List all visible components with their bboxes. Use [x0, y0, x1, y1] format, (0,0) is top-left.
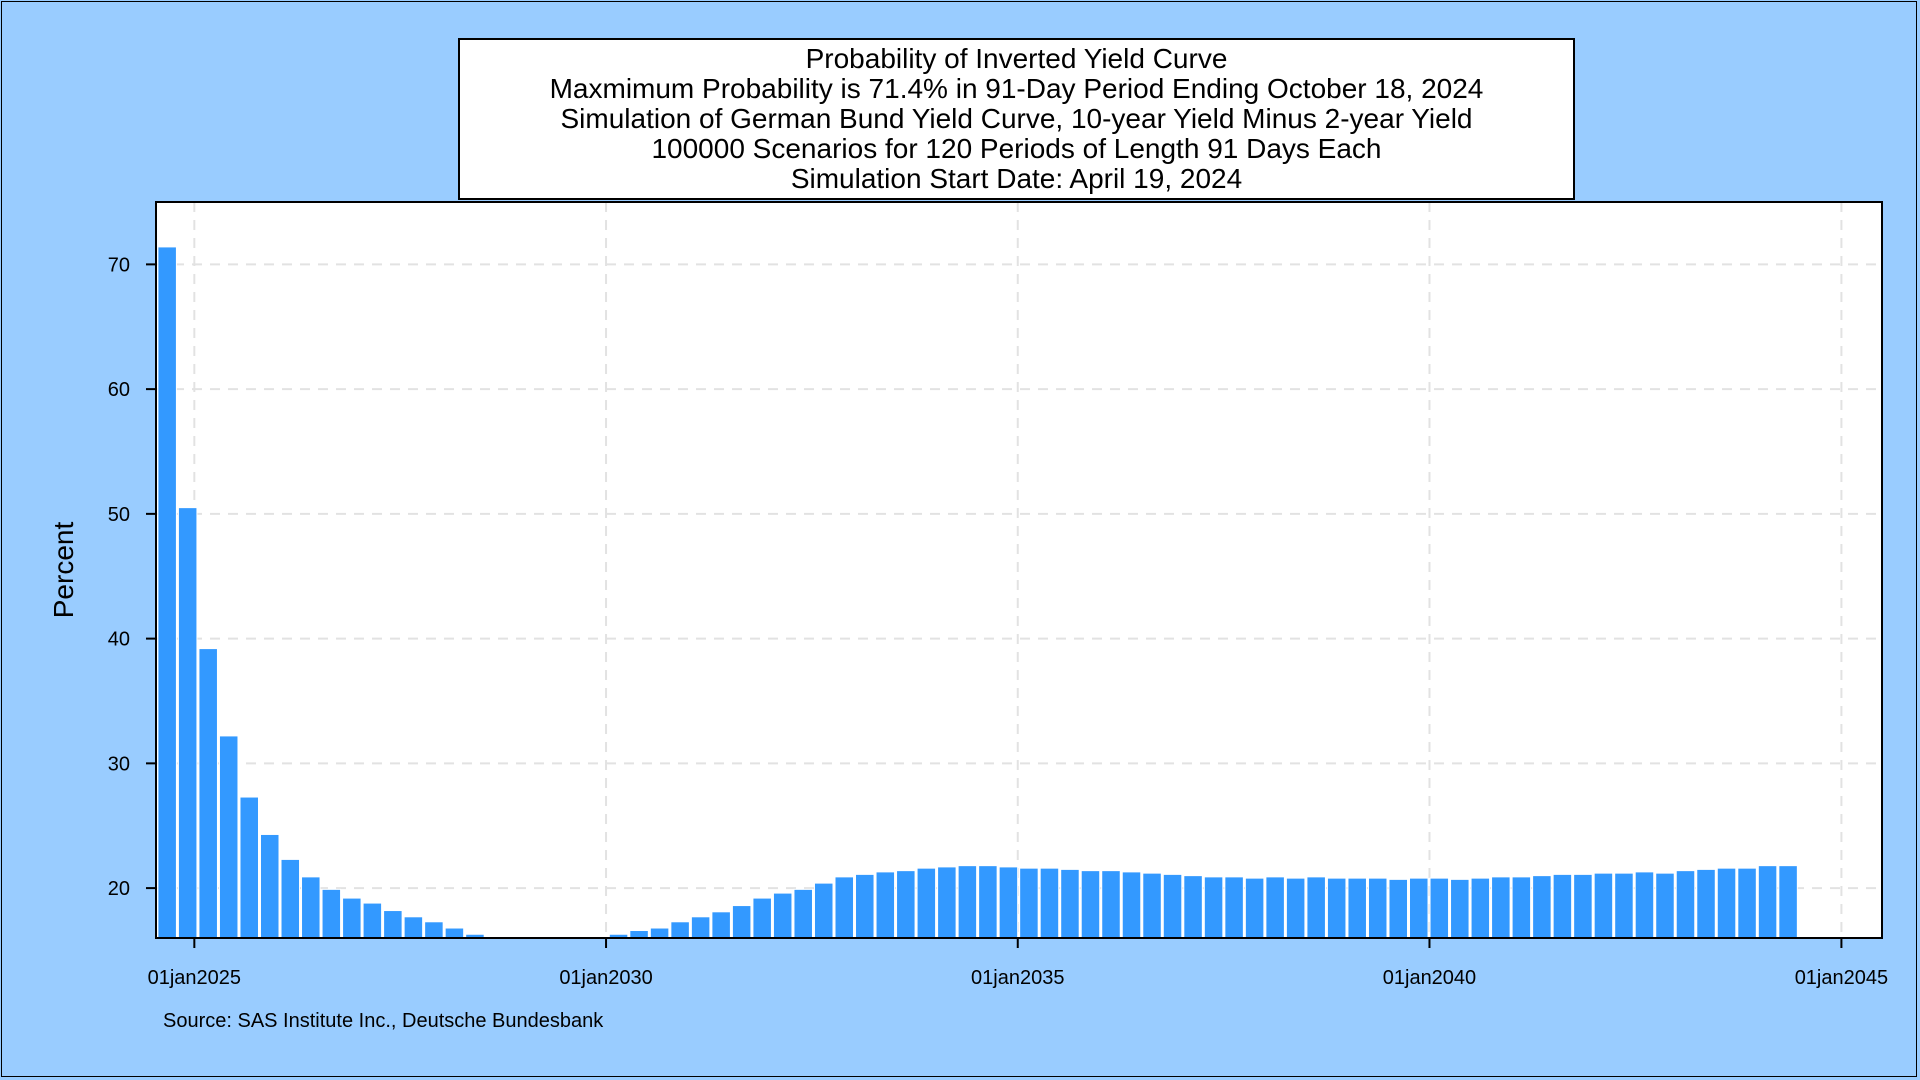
- bar: [1367, 877, 1388, 939]
- bar: [690, 916, 711, 939]
- bar: [1655, 872, 1675, 939]
- bar: [1347, 877, 1367, 939]
- bar: [731, 905, 752, 939]
- bar: [998, 866, 1019, 939]
- bar: [1470, 877, 1491, 939]
- bar: [957, 865, 978, 939]
- bar: [1142, 872, 1162, 939]
- bar: [157, 246, 177, 939]
- y-tick-label: 70: [108, 254, 130, 276]
- bar: [916, 867, 937, 939]
- bar: [670, 921, 690, 939]
- bar: [1634, 871, 1655, 939]
- chart-subtitle-2: Simulation of German Bund Yield Curve, 1…: [560, 103, 1473, 134]
- bar: [259, 833, 280, 939]
- bar: [978, 865, 998, 939]
- bar: [1491, 876, 1511, 939]
- bar: [1162, 873, 1183, 939]
- x-tick-label: 01jan2025: [148, 967, 241, 989]
- bar: [1511, 876, 1532, 939]
- bar: [1593, 872, 1614, 939]
- bar: [239, 796, 259, 939]
- bar: [711, 911, 731, 939]
- y-tick-label: 30: [108, 753, 130, 775]
- bar: [1450, 878, 1470, 939]
- plot-area: [156, 202, 1882, 938]
- bar: [1121, 871, 1142, 939]
- bar: [1224, 876, 1244, 939]
- bar: [1060, 868, 1080, 939]
- title-box: Probability of Inverted Yield Curve Maxm…: [458, 38, 1575, 200]
- bar: [177, 507, 198, 939]
- bar: [834, 876, 855, 939]
- bar: [321, 888, 342, 939]
- chart-subtitle-4: Simulation Start Date: April 19, 2024: [790, 163, 1243, 194]
- bar: [1757, 865, 1778, 939]
- bar: [383, 910, 403, 939]
- x-tick-label: 01jan2030: [559, 967, 652, 989]
- bar: [444, 927, 465, 939]
- bar: [280, 858, 301, 939]
- bar: [1552, 873, 1573, 939]
- bar: [1532, 875, 1552, 939]
- bar: [1326, 877, 1347, 939]
- y-axis-label: Percent: [48, 522, 79, 619]
- x-tick-label: 01jan2045: [1795, 967, 1888, 989]
- bar: [198, 648, 218, 939]
- bar: [649, 927, 670, 939]
- bar: [1409, 877, 1429, 939]
- bar: [937, 866, 957, 939]
- chart-subtitle-1: Maxmimum Probability is 71.4% in 91-Day …: [549, 73, 1484, 104]
- bar: [793, 888, 813, 939]
- chart-subtitle-3: 100000 Scenarios for 120 Periods of Leng…: [651, 133, 1382, 164]
- bar: [1265, 876, 1285, 939]
- plot-border: [155, 201, 1883, 939]
- bar: [403, 916, 424, 939]
- bar: [342, 897, 362, 939]
- bar: [752, 897, 772, 939]
- bar: [301, 876, 321, 939]
- bar: [1696, 868, 1716, 939]
- bar: [1675, 870, 1696, 939]
- bar: [1183, 875, 1203, 939]
- y-tick-label: 60: [108, 379, 130, 401]
- bar: [875, 871, 896, 939]
- bar: [1716, 867, 1737, 939]
- y-tick-label: 20: [108, 878, 130, 900]
- bar: [424, 921, 444, 939]
- bar: [1244, 877, 1265, 939]
- bar: [218, 735, 239, 939]
- bar: [1778, 865, 1798, 939]
- bar: [1737, 867, 1757, 939]
- bar: [1101, 870, 1121, 939]
- bar: [896, 870, 916, 939]
- bar: [1285, 877, 1306, 939]
- y-tick-label: 50: [108, 504, 130, 526]
- x-tick-label: 01jan2035: [971, 967, 1064, 989]
- bar: [772, 892, 793, 939]
- bar: [1306, 876, 1326, 939]
- bar: [1080, 870, 1101, 939]
- bar: [1573, 873, 1593, 939]
- bar: [1614, 872, 1634, 939]
- bar: [362, 902, 383, 939]
- x-tick-label: 01jan2040: [1383, 967, 1476, 989]
- bar: [1429, 877, 1450, 939]
- y-tick-label: 40: [108, 629, 130, 651]
- source-note: Source: SAS Institute Inc., Deutsche Bun…: [163, 1010, 604, 1032]
- bar: [855, 873, 875, 939]
- bar: [629, 930, 649, 939]
- bar: [1039, 867, 1060, 939]
- chart-title: Probability of Inverted Yield Curve: [805, 43, 1228, 74]
- bar: [1019, 867, 1039, 939]
- bar: [813, 882, 834, 939]
- bar: [1203, 876, 1224, 939]
- bar: [1388, 878, 1409, 939]
